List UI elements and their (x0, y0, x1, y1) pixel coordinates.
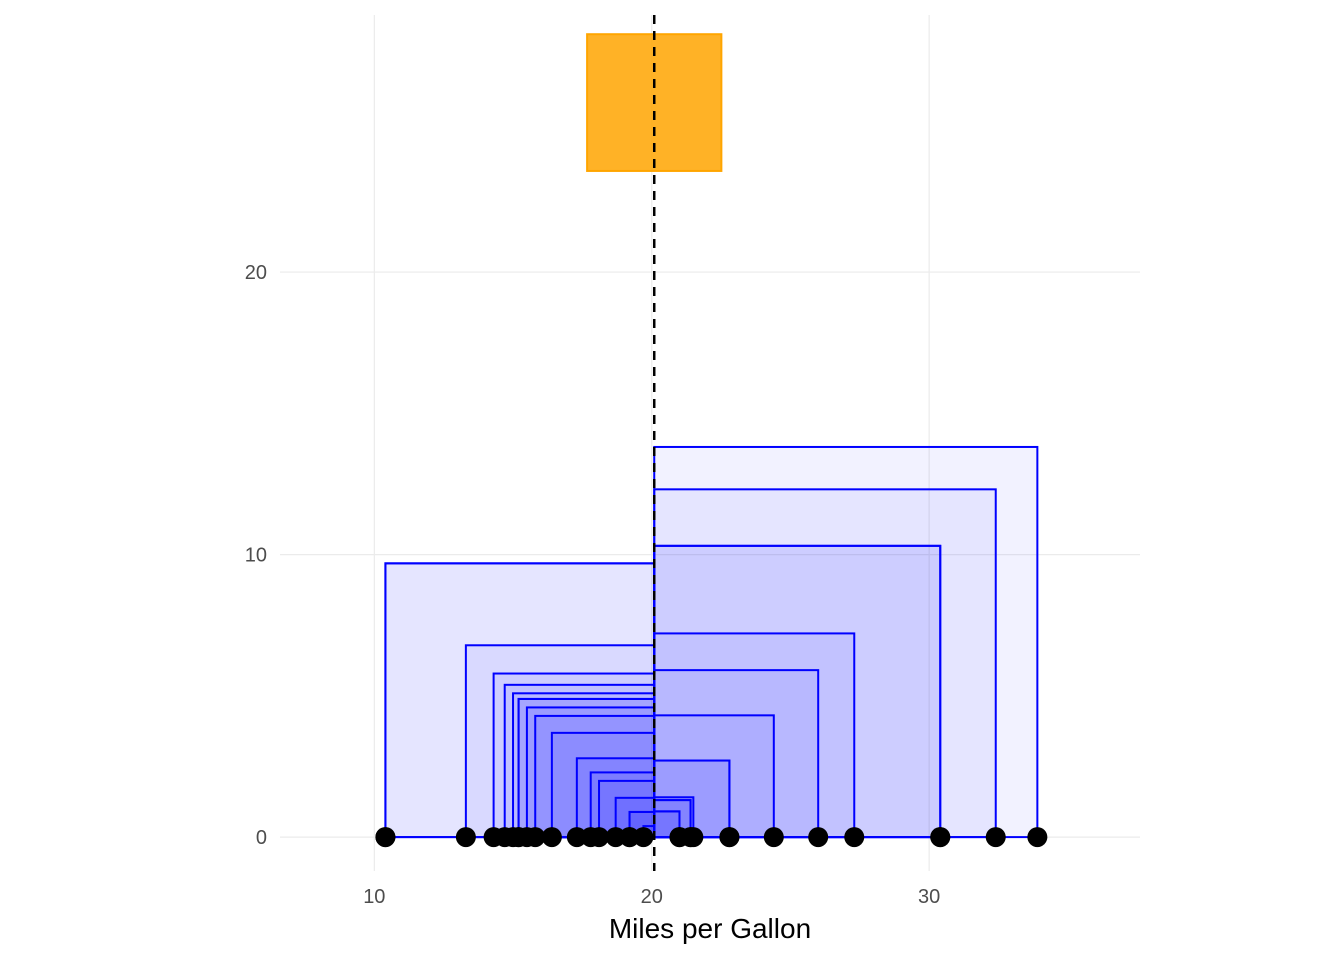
deviation-square (653, 445, 1039, 839)
data-point (619, 827, 640, 848)
deviation-square (653, 632, 856, 839)
deviation-square (550, 731, 656, 839)
deviation-square (534, 714, 656, 839)
mean-markers (586, 15, 723, 871)
data-point (719, 827, 740, 848)
deviation-square (517, 697, 656, 839)
deviation-squares (384, 445, 1039, 839)
deviation-square (512, 692, 656, 839)
y-tick-label: 0 (256, 827, 267, 849)
data-point (808, 827, 829, 848)
deviation-square (492, 672, 656, 839)
x-tick-label: 30 (918, 886, 940, 908)
data-point (930, 827, 951, 848)
x-axis-ticks: 10 20 30 (363, 886, 940, 908)
x-tick-label: 10 (363, 886, 385, 908)
deviation-square (384, 562, 656, 839)
data-point (455, 827, 476, 848)
data-point (541, 827, 562, 848)
data-point (683, 827, 704, 848)
y-axis-ticks: 0 10 20 (245, 262, 267, 849)
data-point (1027, 827, 1048, 848)
deviation-square (517, 697, 656, 839)
x-tick-label: 20 (641, 886, 663, 908)
deviation-square (653, 759, 731, 839)
y-tick-label: 10 (245, 545, 267, 567)
data-point (589, 827, 610, 848)
data-point (525, 827, 546, 848)
data-point (763, 827, 784, 848)
x-axis-title: Miles per Gallon (609, 913, 811, 944)
deviation-square (653, 544, 942, 839)
data-point (985, 827, 1006, 848)
data-point (844, 827, 865, 848)
deviation-square (653, 714, 775, 839)
deviation-square (384, 562, 656, 839)
data-point (633, 827, 654, 848)
data-point (375, 827, 396, 848)
deviation-square (653, 544, 942, 839)
data-point (566, 827, 587, 848)
y-tick-label: 20 (245, 262, 267, 284)
data-points (375, 827, 1048, 848)
deviation-square (653, 488, 997, 839)
data-point (605, 827, 626, 848)
deviation-square (464, 644, 656, 839)
